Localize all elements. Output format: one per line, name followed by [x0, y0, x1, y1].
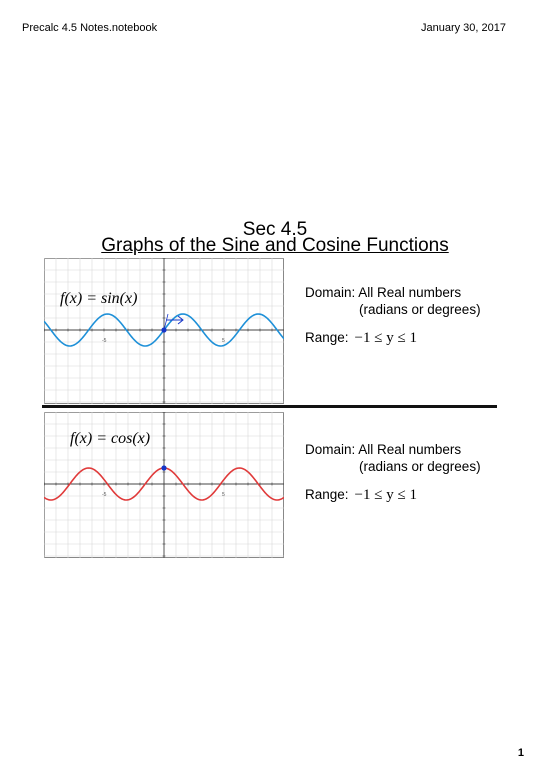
sine-range-label: Range:	[305, 330, 349, 345]
cosine-tick-right: 5	[222, 492, 225, 498]
sine-function-label: f(x) = sin(x)	[60, 290, 138, 307]
sine-tick-right: 5	[222, 338, 225, 344]
cosine-domain-label: Domain:	[305, 442, 356, 457]
sine-graph: -5 5 f(x) = sin(x)	[44, 258, 284, 404]
sine-domain-note: (radians or degrees)	[359, 302, 481, 317]
cosine-max-point	[161, 465, 167, 471]
sine-domain: Domain: All Real numbers (radians or deg…	[305, 284, 481, 318]
cosine-function-label: f(x) = cos(x)	[70, 430, 151, 447]
cosine-domain-value: All Real numbers	[358, 442, 462, 457]
cosine-tick-left: -5	[102, 492, 107, 498]
sine-graph-canvas: -5 5	[44, 258, 284, 404]
sine-domain-value: All Real numbers	[358, 285, 462, 300]
cosine-domain-note: (radians or degrees)	[359, 459, 481, 474]
cosine-grid	[44, 412, 284, 558]
sine-tick-left: -5	[102, 338, 107, 344]
sine-range-value: −1 ≤ y ≤ 1	[354, 330, 417, 346]
sine-domain-label: Domain:	[305, 285, 356, 300]
cosine-range: Range: −1 ≤ y ≤ 1	[305, 487, 417, 504]
section-title: Graphs of the Sine and Cosine Functions	[101, 235, 449, 256]
cosine-range-label: Range:	[305, 487, 349, 502]
page-date: January 30, 2017	[420, 22, 506, 34]
cosine-domain: Domain: All Real numbers (radians or deg…	[305, 441, 481, 475]
sine-slope-mark	[163, 313, 169, 331]
notebook-title: Precalc 4.5 Notes.notebook	[22, 22, 158, 34]
cosine-range-value: −1 ≤ y ≤ 1	[354, 487, 417, 503]
section-number: Sec 4.5	[242, 219, 308, 240]
cosine-graph-canvas: -5 5	[44, 412, 284, 558]
sine-period-arrow-icon	[166, 315, 184, 325]
section-divider	[42, 405, 497, 408]
page-number: 1	[517, 747, 524, 759]
sine-range: Range: −1 ≤ y ≤ 1	[305, 330, 417, 347]
cosine-graph: -5 5 f(x) = cos(x)	[44, 412, 284, 558]
